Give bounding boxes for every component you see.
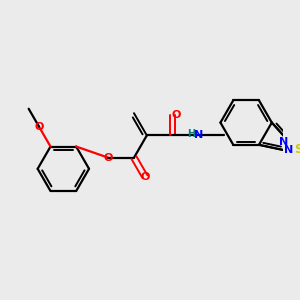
- Text: N: N: [279, 137, 289, 147]
- Text: H: H: [187, 129, 195, 139]
- Text: O: O: [140, 172, 150, 182]
- Text: O: O: [103, 153, 113, 163]
- Text: O: O: [172, 110, 181, 120]
- Text: N: N: [194, 130, 203, 140]
- Text: O: O: [34, 122, 44, 131]
- Text: S: S: [294, 143, 300, 156]
- Text: N: N: [284, 145, 294, 155]
